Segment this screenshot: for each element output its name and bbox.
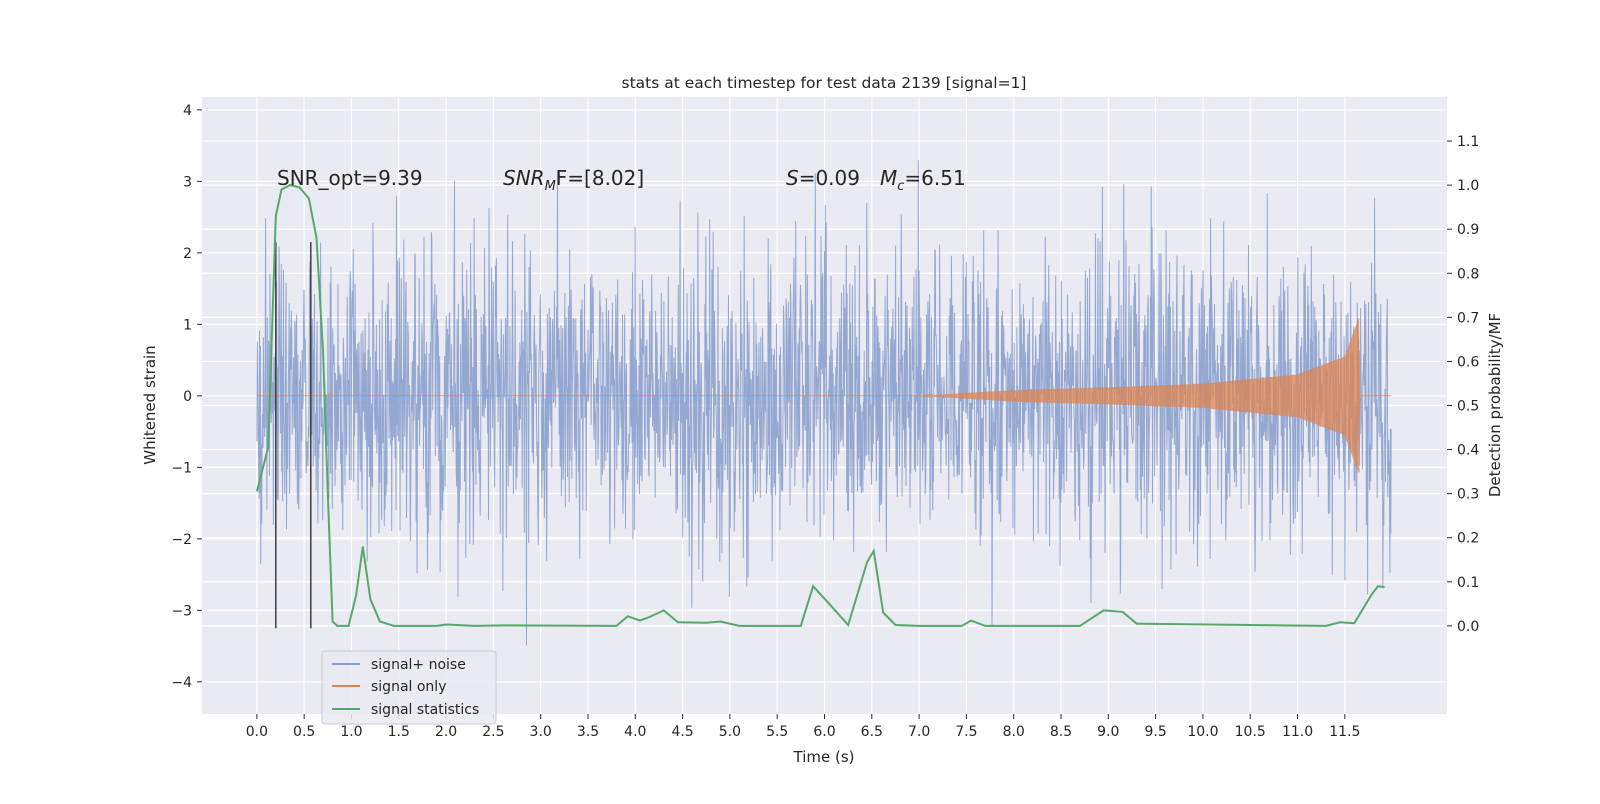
- x-tick-label-1: 0.5: [293, 724, 315, 740]
- y-right-tick-label-2: 0.2: [1457, 531, 1479, 547]
- x-tick-label-7: 3.5: [577, 724, 599, 740]
- x-tick-label-8: 4.0: [624, 724, 646, 740]
- y-left-tick-label-3: −1: [171, 460, 192, 476]
- annotation-mc-sub: c: [897, 179, 904, 194]
- x-tick-label-0: 0.0: [246, 724, 268, 740]
- legend-box: [321, 650, 497, 725]
- x-tick-label-19: 9.5: [1144, 724, 1166, 740]
- annotation-mc-value: =6.51: [904, 166, 965, 190]
- annotation-snr-mf-rest: F=[8.02]: [556, 166, 644, 190]
- y-right-tick-label-8: 0.8: [1457, 266, 1479, 282]
- y-right-tick-label-6: 0.6: [1457, 354, 1479, 370]
- series-signal-plus-noise: [256, 160, 1392, 646]
- x-tick-label-20: 10.0: [1187, 724, 1218, 740]
- y-left-tick-label-4: 0: [183, 389, 192, 405]
- chart-title: stats at each timestep for test data 213…: [622, 74, 1027, 92]
- series-signal-statistics: [255, 184, 1385, 627]
- y-left-tick-label-6: 2: [183, 246, 192, 262]
- annotation-s-var: S: [786, 166, 799, 190]
- x-tick-label-3: 1.5: [388, 724, 410, 740]
- x-tick-label-6: 3.0: [530, 724, 552, 740]
- y-right-tick-label-7: 0.7: [1457, 310, 1479, 326]
- y-right-tick-label-11: 1.1: [1457, 134, 1479, 150]
- series-signal-only: [256, 318, 1392, 473]
- statistics-trace: [255, 184, 1385, 627]
- annotation-snr-mf: SNRMF=[8.02]: [503, 166, 644, 194]
- x-axis-title: Time (s): [793, 748, 855, 766]
- y-right-tick-label-3: 0.3: [1457, 487, 1479, 503]
- x-tick-label-5: 2.5: [482, 724, 504, 740]
- y-left-tick-label-7: 3: [183, 174, 192, 190]
- legend-label-signal-plus-noise: signal+ noise: [371, 657, 466, 673]
- y-right-tick-label-1: 0.1: [1457, 575, 1479, 591]
- legend: signal+ noise signal only signal statist…: [321, 650, 497, 725]
- y-left-tick-label-1: −3: [171, 603, 192, 619]
- x-tick-label-18: 9.0: [1097, 724, 1119, 740]
- x-tick-label-13: 6.5: [861, 724, 883, 740]
- noise-trace: [256, 160, 1392, 646]
- x-tick-label-11: 5.5: [766, 724, 788, 740]
- x-tick-label-17: 8.5: [1050, 724, 1072, 740]
- x-tick-label-9: 4.5: [671, 724, 693, 740]
- y-right-tick-label-4: 0.4: [1457, 443, 1479, 459]
- legend-label-signal-only: signal only: [371, 679, 446, 695]
- chirp-trace: [256, 318, 1392, 473]
- y-right-tick-label-10: 1.0: [1457, 178, 1479, 194]
- y-axis-right-title: Detection probability/MF: [1486, 313, 1504, 497]
- x-tick-label-10: 5.0: [719, 724, 741, 740]
- annotation-s-value: =0.09: [799, 166, 860, 190]
- y-axis-left-title: Whitened strain: [141, 345, 159, 464]
- annotation-s: S=0.09: [786, 166, 860, 190]
- y-left-tick-label-5: 1: [183, 317, 192, 333]
- x-tick-label-21: 10.5: [1235, 724, 1266, 740]
- annotation-snr-opt: SNR_opt=9.39: [277, 166, 423, 190]
- x-tick-label-4: 2.0: [435, 724, 457, 740]
- ticks: 0.0 0.5 1.0 1.5 2.0 2.5 3.0 3.5 4.0 4.5 5.0 5.5 6.0 6…: [171, 103, 1479, 740]
- y-left-tick-label-0: −4: [171, 675, 192, 691]
- annotations: SNR_opt=9.39 SNRMF=[8.02] S=0.09 Mc=6.51: [277, 166, 966, 194]
- x-tick-label-12: 6.0: [813, 724, 835, 740]
- x-tick-label-14: 7.0: [908, 724, 930, 740]
- x-tick-label-16: 8.0: [1003, 724, 1025, 740]
- y-left-tick-label-2: −2: [171, 532, 192, 548]
- x-tick-label-2: 1.0: [340, 724, 362, 740]
- y-right-tick-label-5: 0.5: [1457, 399, 1479, 415]
- vertical-markers: [275, 242, 312, 629]
- y-right-tick-label-0: 0.0: [1457, 619, 1479, 635]
- annotation-snr-mf-base: SNR: [503, 166, 545, 190]
- legend-label-signal-statistics: signal statistics: [371, 702, 479, 718]
- annotation-mc-var: M: [880, 166, 897, 190]
- x-tick-label-22: 11.0: [1282, 724, 1313, 740]
- x-tick-label-15: 7.5: [955, 724, 977, 740]
- y-left-tick-label-8: 4: [183, 103, 192, 119]
- annotation-snr-mf-sub: M: [545, 179, 556, 194]
- x-tick-label-23: 11.5: [1329, 724, 1360, 740]
- y-right-tick-label-9: 0.9: [1457, 222, 1479, 238]
- annotation-mc: Mc=6.51: [880, 166, 966, 194]
